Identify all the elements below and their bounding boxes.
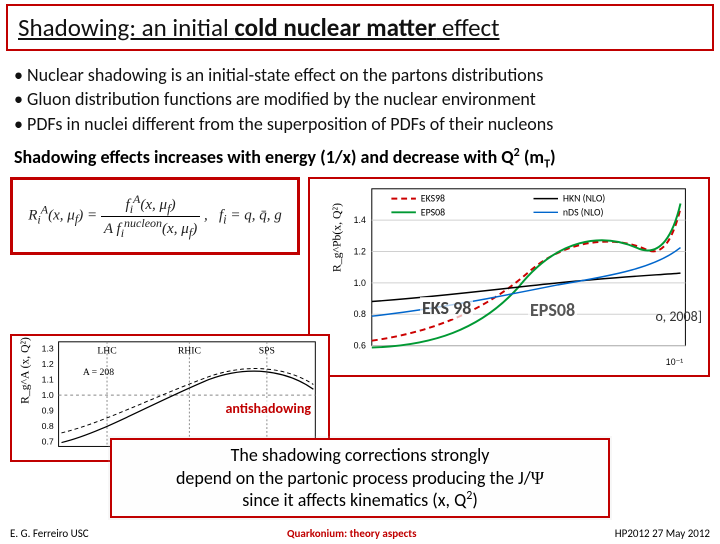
chart-right-ylabel: R_g^Pb(x, Q²) [330,203,343,272]
svg-text:0.9: 0.9 [42,406,54,416]
svg-text:R_g^A (x, Q²): R_g^A (x, Q²) [19,337,32,404]
curve-eks98 [372,209,681,341]
curve-nds [372,248,681,317]
bullet-list: Nuclear shadowing is an initial-state ef… [0,53,720,140]
chart-right: 0.6 0.8 1.0 1.2 1.4 R_g^Pb(x, Q²) EKS98 … [308,177,710,377]
footer-center: Quarkonium: theory aspects [287,527,417,540]
svg-text:0.7: 0.7 [42,437,54,447]
footer-left: E. G. Ferreiro USC [10,527,89,540]
svg-text:HKN (NLO): HKN (NLO) [563,193,605,205]
svg-text:0.8: 0.8 [42,421,54,431]
subtitle-c: ) [550,146,556,168]
chart-right-svg: 0.6 0.8 1.0 1.2 1.4 R_g^Pb(x, Q²) EKS98 … [310,179,708,375]
subtitle-a: Shadowing effects increases with energy … [14,146,514,168]
bullet-item: PDFs in nuclei different from the superp… [14,112,706,136]
svg-text:1.1: 1.1 [42,375,54,385]
chart-right-legend: EKS98 EPS08 HKN (NLO) nDS (NLO) [391,193,605,219]
svg-text:1.2: 1.2 [354,247,366,257]
eks98-label: EKS 98 [420,297,473,319]
svg-text:1.4: 1.4 [354,216,366,226]
slide-footer: E. G. Ferreiro USC Quarkonium: theory as… [0,527,720,540]
svg-text:SPS: SPS [259,345,275,356]
curve-eps08 [372,204,681,348]
svg-text:0.8: 0.8 [354,310,366,320]
bullet-item: Nuclear shadowing is an initial-state ef… [14,63,706,87]
subtitle-b: (m [520,146,544,168]
formula-box: RiA(x, μf) = fiA(x, μf) A finucleon(x, μ… [10,177,300,255]
y-ticks: 0.6 0.8 1.0 1.2 1.4 [354,216,686,351]
svg-text:RHIC: RHIC [178,345,201,356]
info-line2: depend on the partonic process producing… [120,467,600,490]
svg-text:nDS (NLO): nDS (NLO) [563,207,604,219]
title-suffix: effect [436,12,499,43]
formula-text: RiA(x, μf) = fiA(x, μf) A finucleon(x, μ… [28,193,282,239]
antishadowing-label: antishadowing [222,399,314,418]
svg-text:0.6: 0.6 [354,341,366,351]
info-line1: The shadowing corrections strongly [120,444,600,467]
svg-text:1.2: 1.2 [42,359,54,369]
svg-text:LHC: LHC [97,345,116,356]
slide-title-box: Shadowing: an initial cold nuclear matte… [6,4,714,51]
info-line3: since it affects kinematics (x, Q2) [120,489,600,512]
svg-text:1.0: 1.0 [42,390,54,400]
info-callout: The shadowing corrections strongly depen… [110,438,610,518]
svg-text:1.3: 1.3 [42,344,54,354]
eps08-label: EPS08 [528,299,577,321]
svg-text:10⁻¹: 10⁻¹ [666,358,683,368]
footer-right: HP2012 27 May 2012 [615,527,710,540]
bullet-item: Gluon distribution functions are modifie… [14,87,706,111]
slide-title: Shadowing: an initial cold nuclear matte… [18,12,499,43]
svg-text:A = 208: A = 208 [83,367,114,378]
ref-text: o, 2008] [656,308,702,325]
title-prefix: Shadowing: an initial [18,12,234,43]
svg-text:EPS08: EPS08 [421,207,445,219]
svg-text:EKS98: EKS98 [421,193,445,205]
svg-text:1.0: 1.0 [354,278,366,288]
title-bold: cold nuclear matter [234,12,436,43]
shadowing-subtitle: Shadowing effects increases with energy … [0,140,720,176]
